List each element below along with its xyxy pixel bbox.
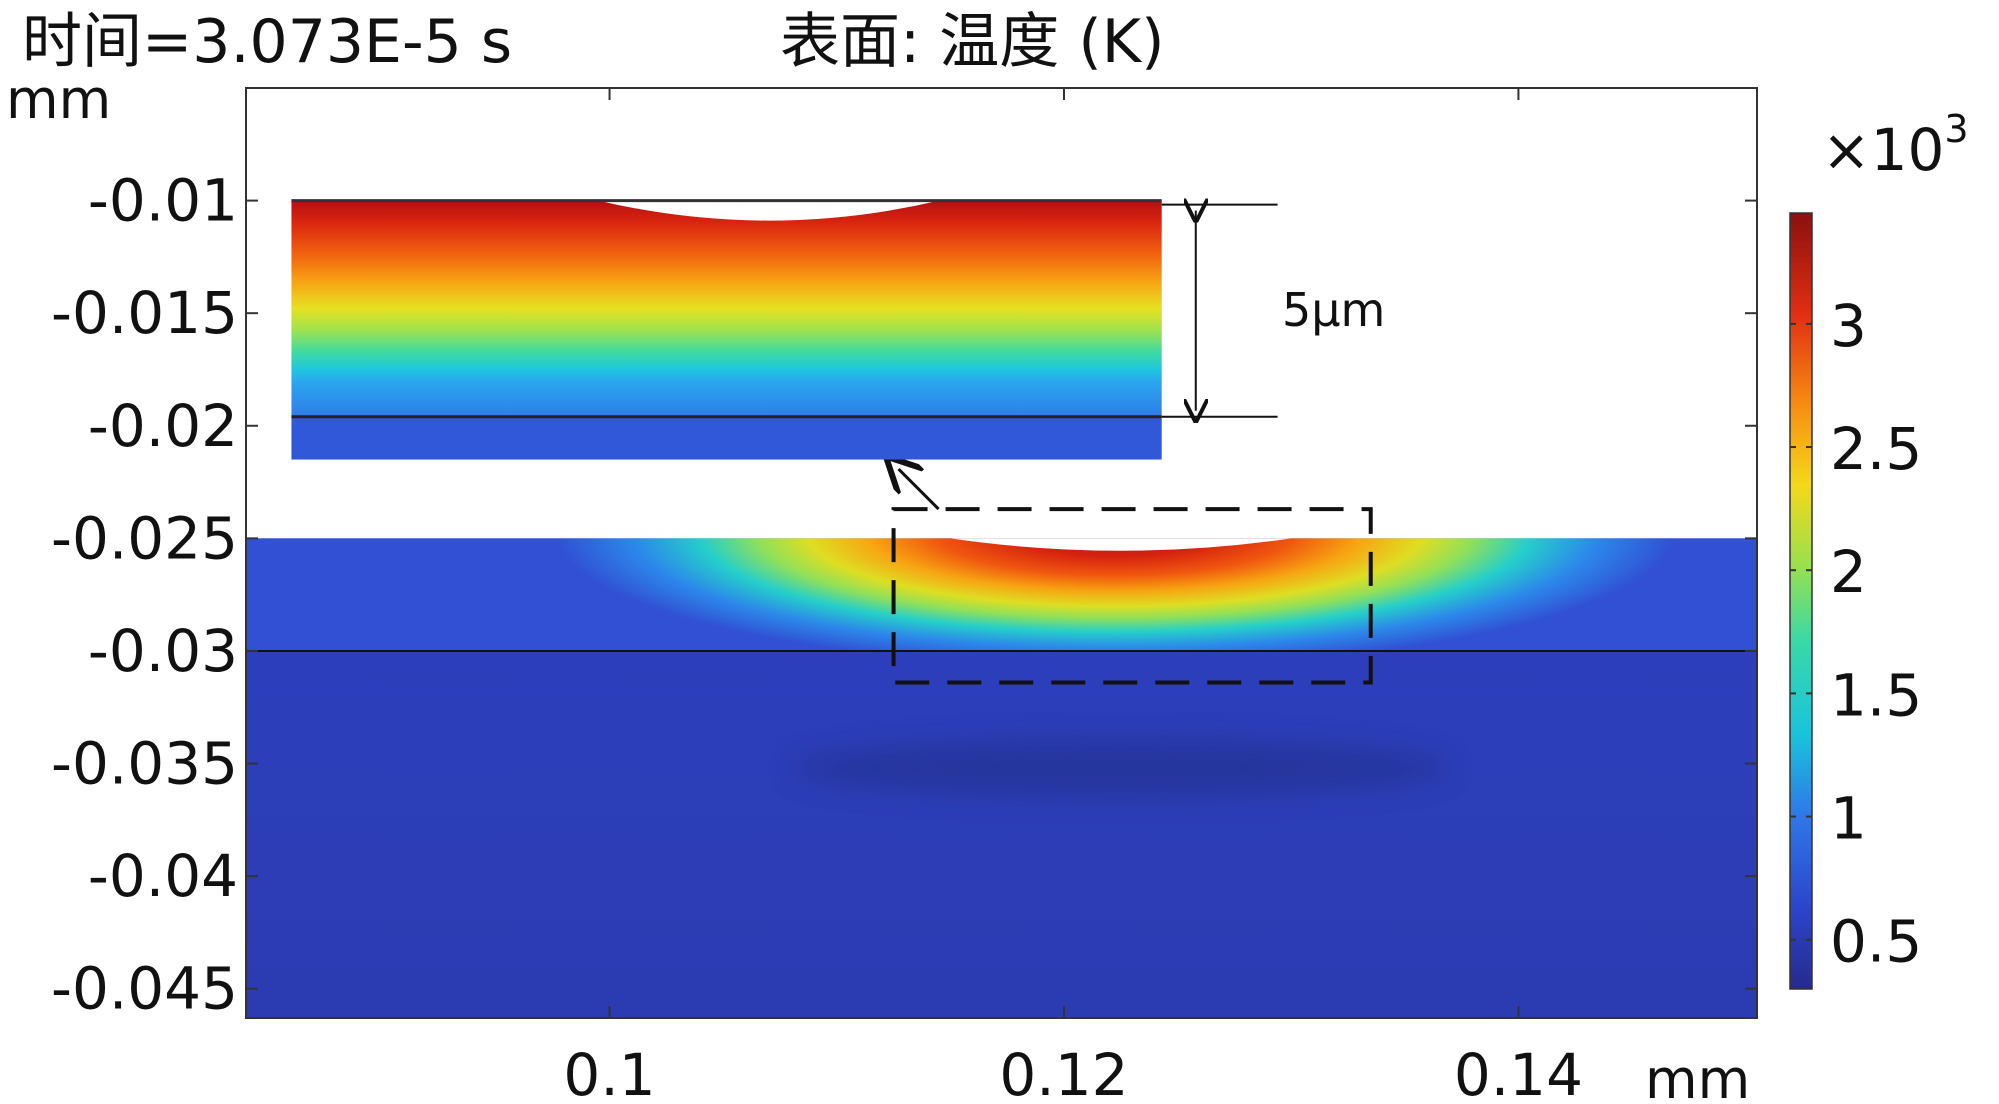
y-tick-label: -0.01 <box>88 167 238 235</box>
y-tick-label: -0.03 <box>88 617 238 685</box>
colorbar-tick-label: 2 <box>1830 538 1867 606</box>
inset-heatmap <box>291 200 1162 417</box>
colorbar-tick-label: 2.5 <box>1830 415 1922 483</box>
plot-area <box>246 538 1757 1018</box>
y-tick-label: -0.015 <box>51 279 238 347</box>
x-tick-label: 0.1 <box>563 1041 655 1104</box>
colorbar-multiplier-prefix: ×10 <box>1822 116 1944 184</box>
y-tick-label: -0.035 <box>51 730 238 798</box>
x-axis-unit: mm <box>1645 1048 1750 1104</box>
y-tick-label: -0.045 <box>51 955 238 1023</box>
cool-shadow <box>791 740 1451 797</box>
colorbar-multiplier: ×103 <box>1822 107 1969 184</box>
colorbar-tick-label: 3 <box>1830 292 1867 360</box>
colorbar-tick-label: 1 <box>1830 785 1867 853</box>
tick-labels: -0.01 -0.015 -0.02 -0.025 -0.03 -0.035 -0.04 -0… <box>51 167 1583 1104</box>
plot-frame <box>245 87 1758 1019</box>
x-tick-label: 0.14 <box>1454 1041 1583 1104</box>
colorbar-scale <box>1789 212 1813 990</box>
zoom-inset: 5μm <box>291 201 1385 460</box>
inset-melt-pool <box>598 200 940 221</box>
y-tick-label: -0.025 <box>51 504 238 572</box>
plot-title: 表面: 温度 (K) <box>780 7 1165 77</box>
y-tick-label: -0.02 <box>88 392 238 460</box>
y-axis-unit: mm <box>6 68 111 131</box>
time-label: 时间=3.073E-5 s <box>22 7 512 77</box>
colorbar-ticks: 0.5 1 1.5 2 2.5 3 <box>1790 292 1922 976</box>
y-tick-label: -0.04 <box>88 842 238 910</box>
melt-pool-cavity <box>950 538 1292 551</box>
colorbar: ×103 0.511.522.53 <box>1789 107 1969 990</box>
axis-ticks <box>246 88 1757 1018</box>
colorbar-tick-label: 0.5 <box>1830 908 1922 976</box>
inset-substrate-band <box>291 416 1162 460</box>
x-tick-label: 0.12 <box>999 1041 1128 1104</box>
colorbar-tick-label: 1.5 <box>1830 661 1922 729</box>
zoom-region-box <box>891 507 1373 685</box>
colorbar-multiplier-exponent: 3 <box>1944 107 1968 151</box>
thickness-label: 5μm <box>1282 283 1385 337</box>
cool-shadow-band <box>791 740 1451 797</box>
zoom-arrow <box>899 469 940 511</box>
heated-layer <box>246 538 1757 651</box>
